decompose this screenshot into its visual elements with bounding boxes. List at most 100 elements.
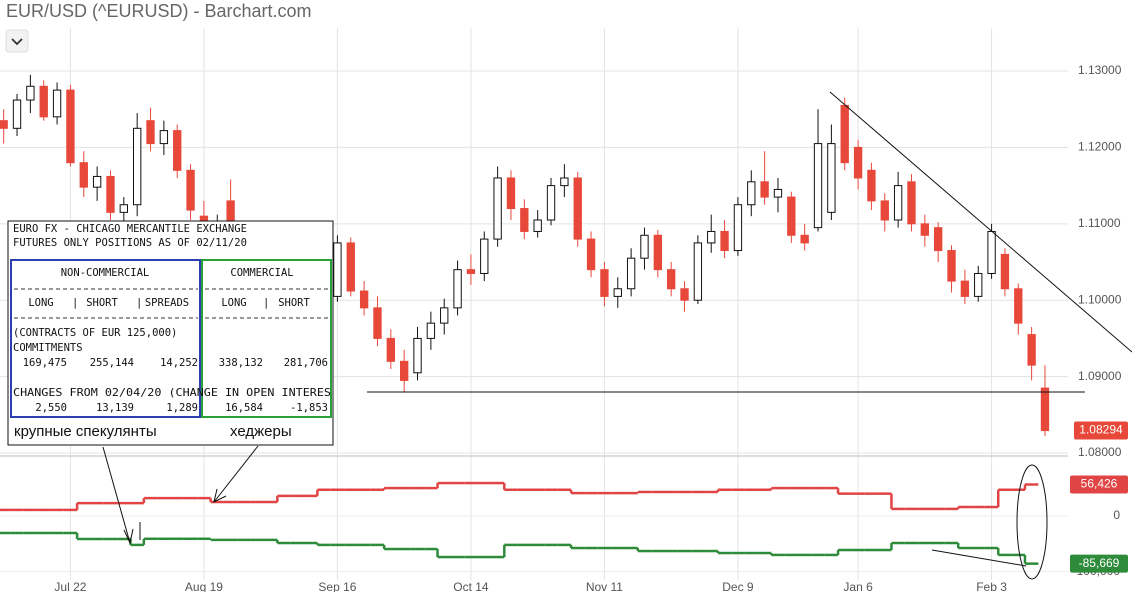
candle-body: [987, 230, 996, 274]
candle-body: [400, 360, 409, 381]
candle-body: [1027, 334, 1036, 366]
x-tick-label: Dec 9: [722, 580, 754, 592]
candle-body: [159, 130, 169, 145]
candle-body: [653, 234, 662, 271]
arrow-line: [931, 549, 1027, 567]
candle-body: [0, 120, 8, 129]
column-header: LONG: [221, 297, 246, 309]
candle-body: [186, 169, 195, 211]
highlight-ellipse: [1016, 464, 1048, 580]
candle-body: [573, 177, 582, 240]
chart-title: EUR/USD (^EURUSD) - Barchart.com: [6, 1, 311, 21]
candle-body: [680, 288, 689, 301]
cot-box: EURO FX - CHICAGO MERCANTILE EXCHANGE FU…: [7, 220, 334, 446]
candle-body: [693, 242, 703, 301]
candle-body: [920, 223, 929, 236]
x-tick-label: Feb 3: [976, 580, 1007, 592]
separator: |: [263, 297, 269, 309]
x-tick-label: Nov 11: [586, 580, 623, 592]
candle-body: [386, 337, 395, 362]
candle-body: [787, 196, 796, 236]
candle-body: [133, 127, 142, 206]
candle-body: [119, 204, 128, 213]
candle-body: [640, 234, 649, 259]
chevron-icon: [11, 38, 23, 46]
candle-body: [626, 257, 636, 290]
cell: -1,853: [290, 402, 328, 414]
units-note: (CONTRACTS OF EUR 125,000): [13, 327, 177, 339]
column-header: SHORT: [278, 297, 310, 309]
cell: 1,289: [166, 402, 198, 414]
cell: 169,475: [23, 357, 67, 369]
column-header: SHORT: [86, 297, 118, 309]
candle-body: [733, 204, 743, 252]
candle-body: [1000, 253, 1010, 290]
group-header: COMMERCIAL: [230, 267, 293, 279]
y-tick-label: 0: [1113, 508, 1120, 522]
candle-body: [613, 288, 622, 297]
x-tick-label: Sep 16: [318, 580, 356, 592]
column-header: SPREADS: [145, 297, 189, 309]
candle-body: [707, 230, 716, 244]
candle-body: [373, 307, 382, 339]
price-tag: [1074, 421, 1128, 440]
row-label: CHANGES FROM 02/04/20 (CHANGE IN OPEN IN…: [13, 387, 331, 399]
y-tick-label: 1.09000: [1078, 369, 1122, 383]
y-tick-label: 1.12000: [1078, 140, 1122, 154]
candle-body: [333, 242, 342, 297]
candle-body: [39, 85, 48, 118]
candle-body: [173, 130, 182, 171]
candle-body: [800, 234, 809, 244]
cell: 16,584: [225, 402, 263, 414]
cell: 338,132: [219, 357, 263, 369]
y-tick-label: 1.08000: [1078, 445, 1122, 459]
arrow-head: [123, 528, 134, 545]
candle-body: [947, 250, 956, 282]
cell: 14,252: [160, 357, 198, 369]
candle-body: [867, 169, 876, 202]
candle-body: [586, 238, 596, 271]
candle-body: [493, 177, 502, 240]
collapse-button[interactable]: [5, 29, 29, 53]
value-tag: [1070, 475, 1128, 494]
candle-body: [1040, 387, 1050, 432]
candle-body: [146, 120, 155, 145]
candle-body: [1014, 288, 1023, 324]
arrow-line: [213, 445, 259, 503]
y-tick-label: 1.11000: [1078, 216, 1121, 230]
candle-body: [600, 269, 609, 297]
candle-body: [907, 181, 916, 225]
candle-body: [720, 230, 729, 252]
annotation: крупные спекулянты: [14, 423, 157, 440]
price-tag-label: 1.08294: [1079, 423, 1123, 437]
cell: 281,706: [284, 357, 328, 369]
candle-body: [934, 227, 943, 252]
cell: 13,139: [96, 402, 134, 414]
value-tag-label: -85,669: [1079, 556, 1120, 570]
candle-body: [827, 143, 836, 213]
candle-body: [960, 280, 970, 297]
candle-body: [79, 162, 88, 188]
candle-body: [853, 146, 863, 179]
candle-body: [480, 238, 489, 274]
cell: 2,550: [35, 402, 67, 414]
column-header: LONG: [28, 297, 53, 309]
candle-body: [667, 269, 676, 290]
row-label: COMMITMENTS: [13, 342, 83, 354]
candle-body: [92, 175, 102, 188]
candle-body: [760, 181, 769, 198]
candle-body: [560, 177, 569, 187]
candle-body: [880, 200, 889, 221]
candle-body: [893, 185, 903, 221]
candle-body: [106, 175, 115, 213]
candle-body: [546, 185, 556, 221]
x-tick-label: Jan 6: [843, 580, 873, 592]
cot-box-frame: [7, 220, 334, 446]
y-tick-label: 1.10000: [1078, 292, 1122, 306]
grid: [0, 28, 1068, 580]
value-tag: [1070, 554, 1128, 573]
candle-body: [66, 89, 75, 164]
candle-body: [52, 89, 62, 118]
group-header: NON-COMMERCIAL: [61, 267, 150, 279]
